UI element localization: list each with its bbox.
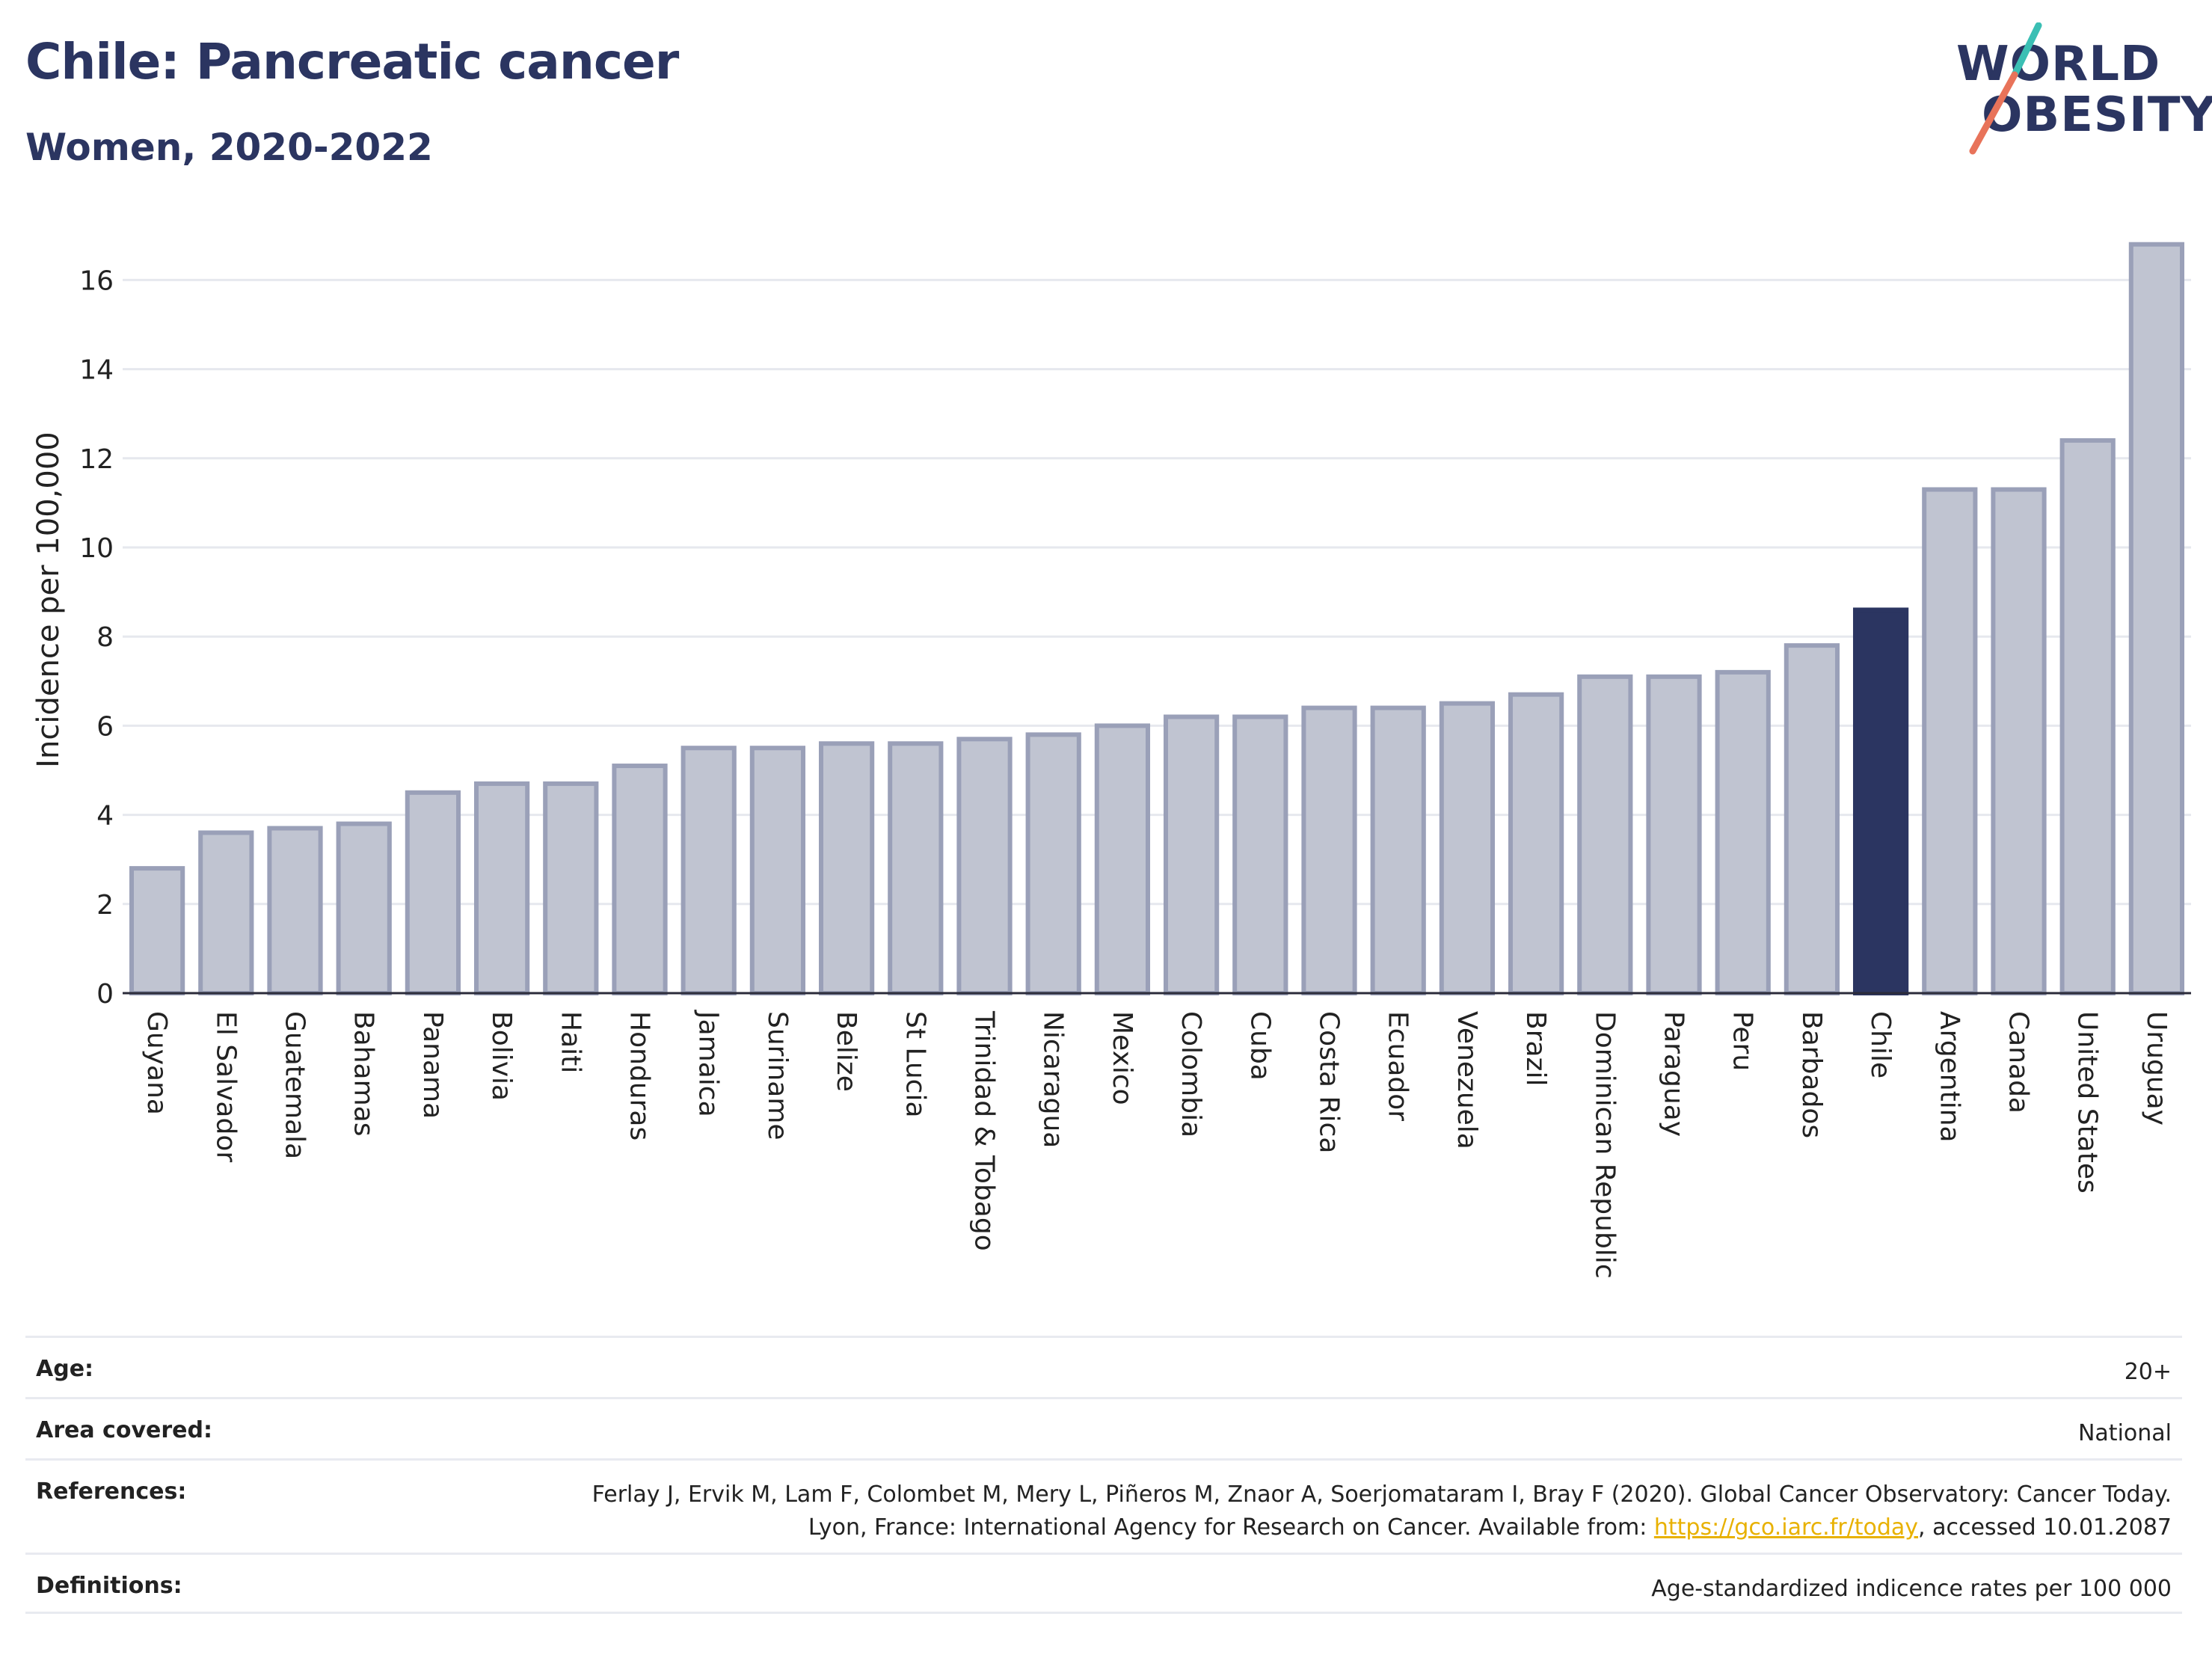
bar bbox=[473, 781, 530, 995]
logo-word-world: WORLD bbox=[1956, 37, 2161, 92]
bar bbox=[2128, 242, 2185, 996]
x-category-label: Barbados bbox=[1796, 1011, 1827, 1138]
bar bbox=[1094, 723, 1151, 996]
area-value: National bbox=[2077, 1420, 2172, 1446]
x-category-label: Bolivia bbox=[486, 1011, 517, 1101]
area-label: Area covered: bbox=[36, 1417, 212, 1443]
logo-word-obesity: OBESITY bbox=[1982, 87, 2212, 143]
bar bbox=[1784, 643, 1840, 995]
chart-title: Chile: Pancreatic cancer bbox=[25, 33, 679, 90]
bar bbox=[543, 781, 599, 995]
bar-highlight bbox=[1852, 607, 1909, 995]
bar bbox=[1508, 692, 1564, 995]
chart-subtitle: Women, 2020-2022 bbox=[25, 126, 433, 169]
world-obesity-logo: WORLD OBESITY bbox=[1952, 22, 2212, 157]
info-row-area: Area covered: National bbox=[25, 1397, 2182, 1458]
info-row-definitions: Definitions: Age-standardized indicence … bbox=[25, 1553, 2182, 1614]
x-category-label: United States bbox=[2072, 1011, 2103, 1194]
x-category-label: St Lucia bbox=[900, 1011, 930, 1118]
x-category-label: Uruguay bbox=[2141, 1011, 2172, 1126]
x-category-label: Colombia bbox=[1176, 1011, 1206, 1137]
x-category-label: Mexico bbox=[1107, 1011, 1137, 1105]
x-category-label: Venezuela bbox=[1451, 1011, 1482, 1149]
references-value: Ferlay J, Ervik M, Lam F, Colombet M, Me… bbox=[564, 1479, 2172, 1544]
bar bbox=[1025, 732, 1081, 995]
bars bbox=[129, 242, 2185, 996]
x-category-label: Guatemala bbox=[280, 1011, 310, 1159]
x-category-label: Panama bbox=[417, 1011, 448, 1119]
bar bbox=[1991, 487, 2047, 995]
references-text: Ferlay J, Ervik M, Lam F, Colombet M, Me… bbox=[592, 1481, 2172, 1541]
x-category-label: Dominican Republic bbox=[1589, 1011, 1620, 1279]
bar bbox=[1301, 705, 1357, 995]
x-category-label: Guyana bbox=[141, 1011, 172, 1115]
x-category-label: Nicaragua bbox=[1038, 1011, 1069, 1148]
x-category-label: Canada bbox=[2003, 1011, 2034, 1114]
info-row-references: References: Ferlay J, Ervik M, Lam F, Co… bbox=[25, 1458, 2182, 1553]
y-axis-title: Incidence per 100,000 bbox=[31, 432, 66, 768]
y-tick-label: 4 bbox=[96, 801, 114, 832]
references-accessed: , accessed 10.01.2087 bbox=[1918, 1514, 2172, 1541]
bar bbox=[749, 746, 806, 995]
x-category-label: Belize bbox=[831, 1011, 861, 1092]
bar bbox=[818, 741, 875, 995]
grid-lines bbox=[123, 278, 2191, 906]
y-tick-label: 0 bbox=[96, 979, 114, 1010]
x-category-label: Paraguay bbox=[1659, 1011, 1689, 1137]
bar bbox=[1577, 674, 1633, 996]
age-label: Age: bbox=[36, 1356, 94, 1382]
x-category-label: Brazil bbox=[1520, 1011, 1551, 1086]
bar bbox=[681, 746, 737, 995]
x-category-label: Costa Rica bbox=[1314, 1011, 1345, 1153]
x-category-label: Honduras bbox=[624, 1011, 655, 1140]
y-tick-label: 12 bbox=[79, 444, 114, 475]
info-row-age: Age: 20+ bbox=[25, 1336, 2182, 1397]
x-category-label: Haiti bbox=[555, 1011, 586, 1073]
bar bbox=[612, 764, 668, 996]
definitions-label: Definitions: bbox=[36, 1573, 182, 1599]
age-value: 20+ bbox=[2124, 1359, 2172, 1385]
bar bbox=[1646, 674, 1702, 996]
y-tick-label: 10 bbox=[79, 533, 114, 564]
bar bbox=[2059, 437, 2116, 995]
x-category-label: Trinidad & Tobago bbox=[969, 1010, 1000, 1251]
bar bbox=[1922, 487, 1978, 995]
x-category-label: Ecuador bbox=[1383, 1011, 1413, 1121]
x-category-label: Cuba bbox=[1244, 1011, 1275, 1081]
y-tick-label: 6 bbox=[96, 711, 114, 742]
x-category-label: Peru bbox=[1727, 1011, 1758, 1071]
x-category-label: Argentina bbox=[1934, 1011, 1964, 1143]
definitions-value: Age-standardized indicence rates per 100… bbox=[1651, 1576, 2172, 1602]
bar bbox=[1232, 714, 1288, 995]
y-tick-label: 2 bbox=[96, 890, 114, 921]
logo-slash-icon bbox=[1969, 22, 2042, 155]
x-category-label: Suriname bbox=[762, 1011, 793, 1140]
x-category-label: El Salvador bbox=[210, 1011, 241, 1162]
y-tick-label: 14 bbox=[79, 355, 114, 386]
bar bbox=[956, 737, 1013, 996]
references-label: References: bbox=[36, 1479, 187, 1505]
bar bbox=[129, 866, 185, 995]
bar bbox=[1163, 714, 1220, 995]
x-category-label: Jamaica bbox=[693, 1010, 724, 1117]
y-tick-label: 16 bbox=[79, 265, 114, 296]
bar bbox=[1370, 705, 1426, 995]
bar bbox=[405, 790, 461, 996]
bar bbox=[1715, 669, 1771, 995]
x-category-label: Bahamas bbox=[348, 1011, 379, 1137]
y-axis-ticks: 0 2 4 6 8 10 12 14 16 bbox=[79, 265, 114, 1010]
bar bbox=[267, 826, 323, 995]
x-category-label: Chile bbox=[1865, 1011, 1896, 1078]
y-tick-label: 8 bbox=[96, 622, 114, 653]
bar bbox=[336, 821, 392, 996]
bar bbox=[1439, 701, 1496, 995]
references-link[interactable]: https://gco.iarc.fr/today bbox=[1653, 1514, 1919, 1541]
bar bbox=[888, 741, 944, 995]
info-table: Age: 20+ Area covered: National Referenc… bbox=[25, 1336, 2182, 1614]
x-axis-labels: Guyana El Salvador Guatemala Bahamas Panama B… bbox=[141, 1010, 2172, 1279]
bar-chart: 0 2 4 6 8 10 12 14 16 Guyana El Salvador Guatemala… bbox=[31, 242, 2191, 1279]
bar bbox=[198, 830, 254, 995]
